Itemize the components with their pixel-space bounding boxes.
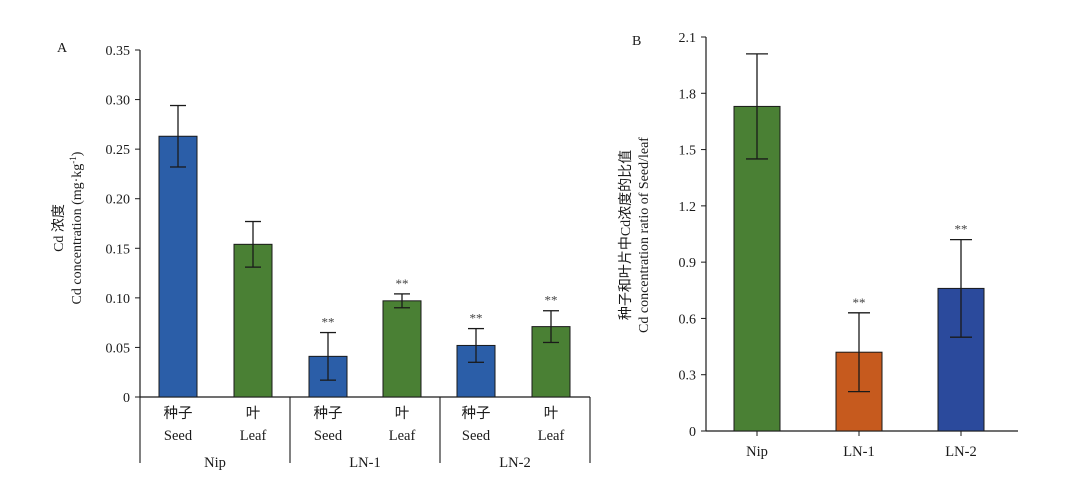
panel-b-y-tick-label: 1.2 bbox=[679, 200, 697, 215]
panel-b-y-tick-label: 2.1 bbox=[679, 31, 697, 46]
panel-a-group-label: LN-1 bbox=[349, 455, 380, 471]
panel-a-axes: 0 0.05 0.10 0.15 0.20 0.25 0.30 0.35 Nip LN-1 LN-2 bbox=[106, 44, 591, 471]
panel-a-ylabel-en-end: ) bbox=[70, 151, 85, 156]
panel-a-category-label-en: Seed bbox=[314, 428, 343, 444]
panel-a-category-label-zh: 叶 bbox=[544, 405, 559, 422]
panel-a-category-label-en: Leaf bbox=[538, 428, 565, 444]
panel-a-y-tick-label: 0.05 bbox=[106, 341, 131, 356]
panel-a-category-label-en: Leaf bbox=[389, 428, 416, 444]
panel-a-y-tick-label: 0.20 bbox=[106, 193, 131, 208]
panel-a-ylabel-en-main: Cd concentration (mg·kg bbox=[70, 164, 85, 305]
panel-a-significance: ** bbox=[545, 293, 558, 308]
panel-b-y-tick-label: 0.9 bbox=[679, 256, 697, 271]
panel-b-y-tick-label: 0.3 bbox=[679, 369, 697, 384]
panel-a-bar bbox=[158, 135, 198, 398]
panel-a-ylabel-zh: Cd 浓度 bbox=[51, 204, 67, 252]
panel-a-category-label-zh: 叶 bbox=[246, 405, 261, 422]
panel-a-category-label-en: Seed bbox=[462, 428, 491, 444]
panel-a-y-tick-label: 0 bbox=[123, 391, 130, 406]
panel-b-y-tick-label: 0 bbox=[689, 425, 696, 440]
panel-a: A Cd 浓度 Cd concentration (mg·kg-1) 0 0.05… bbox=[51, 41, 591, 471]
panel-a-y-tick-label: 0.30 bbox=[106, 94, 131, 109]
panel-a-ylabel-en-sup: -1 bbox=[68, 156, 78, 164]
panel-b-category-label: LN-2 bbox=[945, 444, 976, 460]
panel-b-ylabel-zh: 种子和叶片中Cd浓度的比值 bbox=[618, 150, 634, 320]
panel-a-ylabel-en: Cd concentration (mg·kg-1) bbox=[68, 151, 85, 304]
panel-b-label: B bbox=[632, 34, 641, 49]
panel-a-significance: ** bbox=[396, 276, 409, 291]
panel-a-category-label-zh: 种子 bbox=[164, 405, 193, 422]
panel-a-label: A bbox=[57, 41, 68, 56]
panel-b-y-tick-label: 0.6 bbox=[679, 312, 697, 327]
panel-a-category-label-en: Leaf bbox=[240, 428, 267, 444]
panel-a-category-label-zh: 种子 bbox=[462, 405, 491, 422]
panel-b-y-tick-label: 1.5 bbox=[679, 144, 697, 159]
panel-b-category-label: Nip bbox=[746, 444, 768, 460]
panel-a-significance: ** bbox=[322, 315, 335, 330]
panel-a-group-label: LN-2 bbox=[499, 455, 530, 471]
panel-a-bars: 种子 Seed 叶 Leaf ** 种子 Seed ** 叶 Leaf ** 种子 Seed ** 叶 Lea… bbox=[158, 104, 571, 444]
panel-b: B 种子和叶片中Cd浓度的比值 Cd concentration ratio o… bbox=[618, 31, 1018, 460]
panel-a-significance: ** bbox=[470, 311, 483, 326]
panel-a-y-tick-label: 0.10 bbox=[106, 292, 131, 307]
panel-a-bar bbox=[382, 300, 422, 398]
panel-a-category-label-zh: 叶 bbox=[395, 405, 410, 422]
panel-a-category-label-zh: 种子 bbox=[314, 405, 343, 422]
panel-b-ylabel-en: Cd concentration ratio of Seed/leaf bbox=[637, 137, 652, 333]
panel-b-bars: Nip ** LN-1 ** LN-2 bbox=[733, 53, 985, 460]
panel-b-category-label: LN-1 bbox=[843, 444, 874, 460]
panel-b-significance: ** bbox=[955, 222, 968, 237]
panel-b-significance: ** bbox=[853, 295, 866, 310]
panel-a-y-tick-label: 0.25 bbox=[106, 143, 131, 158]
panel-b-y-tick-label: 1.8 bbox=[679, 87, 697, 102]
panel-b-bar bbox=[733, 105, 781, 432]
panel-a-group-label: Nip bbox=[204, 455, 226, 471]
panel-a-y-axis-label: Cd 浓度 Cd concentration (mg·kg-1) bbox=[51, 151, 85, 304]
panel-a-y-tick-label: 0.15 bbox=[106, 242, 131, 257]
panel-a-category-label-en: Seed bbox=[164, 428, 193, 444]
panel-a-y-tick-label: 0.35 bbox=[106, 44, 131, 59]
